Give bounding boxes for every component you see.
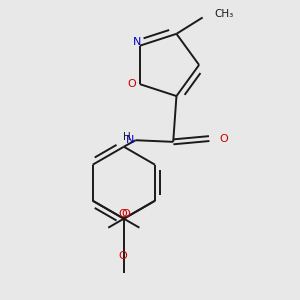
Text: O: O <box>121 209 130 219</box>
Text: N: N <box>126 135 134 145</box>
Text: O: O <box>219 134 228 144</box>
Text: O: O <box>127 79 136 89</box>
Text: CH₃: CH₃ <box>214 9 233 19</box>
Text: O: O <box>119 251 128 261</box>
Text: O: O <box>118 209 127 219</box>
Text: N: N <box>132 38 141 47</box>
Text: H: H <box>123 132 131 142</box>
